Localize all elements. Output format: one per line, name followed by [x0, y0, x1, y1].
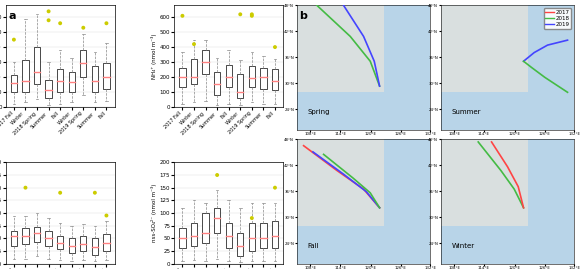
FancyBboxPatch shape — [103, 63, 110, 89]
Legend: 2017, 2018, 2019: 2017, 2018, 2019 — [543, 8, 571, 29]
Point — [178, 14, 187, 18]
Bar — [441, 5, 528, 92]
Point — [79, 26, 88, 30]
FancyBboxPatch shape — [214, 72, 220, 95]
FancyBboxPatch shape — [80, 236, 86, 251]
FancyBboxPatch shape — [10, 231, 17, 246]
FancyBboxPatch shape — [179, 68, 186, 87]
FancyBboxPatch shape — [249, 223, 255, 251]
FancyBboxPatch shape — [272, 69, 278, 90]
Text: Spring: Spring — [307, 109, 330, 115]
Point — [212, 173, 222, 177]
Bar — [441, 139, 528, 226]
FancyBboxPatch shape — [34, 227, 40, 242]
FancyBboxPatch shape — [68, 72, 75, 92]
Y-axis label: nss-SO₄²⁻ (nmol m⁻³): nss-SO₄²⁻ (nmol m⁻³) — [151, 184, 157, 242]
Point — [56, 190, 65, 195]
Point — [21, 186, 30, 190]
Point — [102, 21, 111, 25]
Text: Summer: Summer — [452, 109, 481, 115]
FancyBboxPatch shape — [237, 233, 244, 256]
Point — [9, 37, 19, 42]
FancyBboxPatch shape — [103, 234, 110, 251]
Text: Fall: Fall — [307, 243, 319, 249]
FancyBboxPatch shape — [92, 238, 98, 254]
FancyBboxPatch shape — [92, 66, 98, 92]
Bar — [297, 5, 383, 92]
FancyBboxPatch shape — [80, 50, 86, 77]
FancyBboxPatch shape — [272, 221, 278, 249]
FancyBboxPatch shape — [191, 59, 197, 84]
Point — [270, 45, 280, 49]
FancyBboxPatch shape — [214, 208, 220, 233]
Point — [44, 18, 53, 22]
FancyBboxPatch shape — [202, 50, 209, 74]
Text: b: b — [299, 11, 307, 21]
FancyBboxPatch shape — [10, 75, 17, 92]
Point — [235, 12, 245, 16]
FancyBboxPatch shape — [45, 80, 52, 98]
FancyBboxPatch shape — [179, 228, 186, 249]
FancyBboxPatch shape — [68, 238, 75, 253]
Bar — [297, 139, 383, 226]
Point — [102, 213, 111, 218]
Point — [247, 12, 256, 16]
FancyBboxPatch shape — [22, 228, 28, 244]
FancyBboxPatch shape — [237, 74, 244, 98]
FancyBboxPatch shape — [45, 231, 52, 246]
FancyBboxPatch shape — [57, 236, 63, 249]
FancyBboxPatch shape — [226, 65, 232, 87]
FancyBboxPatch shape — [249, 66, 255, 87]
FancyBboxPatch shape — [22, 61, 28, 92]
Point — [56, 21, 65, 25]
FancyBboxPatch shape — [226, 223, 232, 249]
Point — [189, 42, 198, 46]
Point — [247, 216, 256, 220]
Y-axis label: NH₄⁺ (nmol m⁻³): NH₄⁺ (nmol m⁻³) — [151, 33, 157, 79]
Point — [44, 9, 53, 13]
FancyBboxPatch shape — [57, 69, 63, 92]
FancyBboxPatch shape — [260, 223, 267, 249]
Point — [247, 14, 256, 18]
Point — [270, 186, 280, 190]
Text: a: a — [9, 11, 16, 21]
Text: Winter: Winter — [452, 243, 474, 249]
FancyBboxPatch shape — [260, 68, 267, 89]
FancyBboxPatch shape — [202, 213, 209, 243]
FancyBboxPatch shape — [191, 223, 197, 246]
Point — [90, 190, 100, 195]
FancyBboxPatch shape — [34, 47, 40, 84]
